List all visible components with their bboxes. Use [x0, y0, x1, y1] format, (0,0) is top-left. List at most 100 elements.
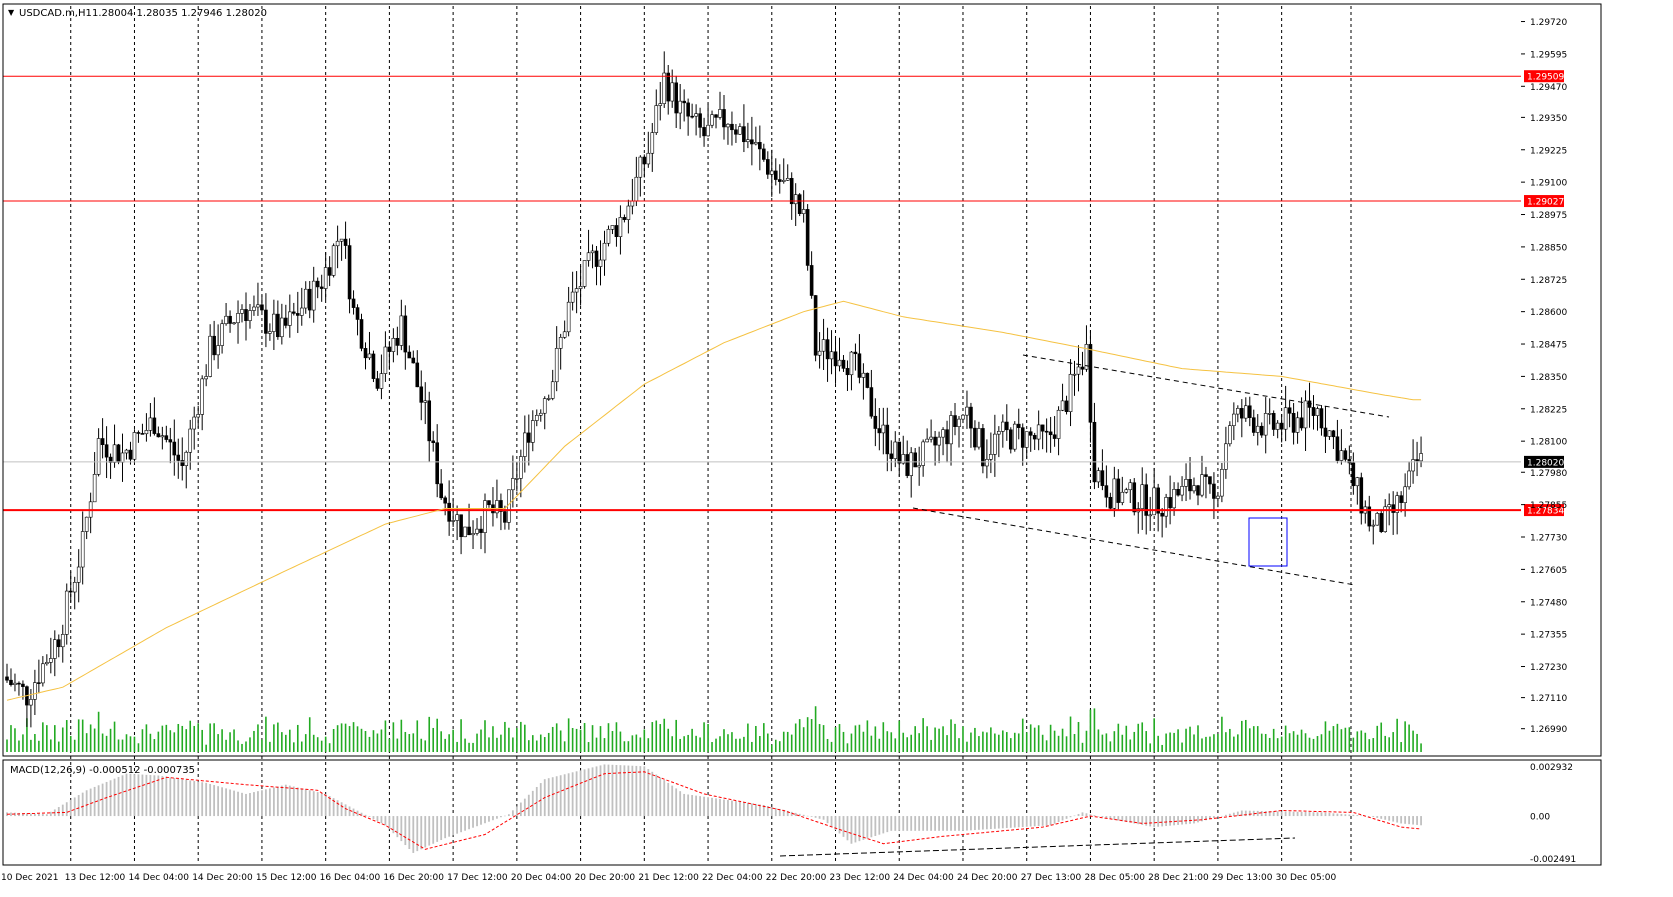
macd-bar — [1352, 814, 1355, 817]
volume-bar — [1256, 726, 1259, 752]
macd-bar — [754, 803, 757, 817]
macd-bar — [49, 811, 52, 817]
volume-bar — [416, 720, 419, 752]
time-tick-label: 16 Dec 04:00 — [320, 873, 381, 883]
volume-bar — [1356, 731, 1359, 752]
volume-bar — [818, 724, 821, 752]
bear-candle — [877, 428, 882, 434]
macd-panel-frame — [2, 759, 1602, 866]
volume-bar — [1033, 727, 1036, 752]
bear-candle — [1287, 407, 1292, 414]
candlesticks — [5, 51, 1423, 728]
collapse-triangle-icon[interactable]: ▼ — [8, 8, 15, 17]
macd-bar — [798, 813, 801, 817]
bear-candle — [809, 265, 814, 296]
current-price-label: 1.28020 — [1527, 458, 1564, 468]
bull-candle — [49, 658, 53, 663]
bear-candle — [1208, 476, 1212, 485]
price-tick-label: 1.27110 — [1530, 694, 1567, 704]
macd-bar — [117, 776, 120, 817]
macd-bar — [1256, 810, 1259, 817]
volume-bar — [468, 742, 470, 752]
bull-candle — [383, 346, 388, 374]
bull-candle — [706, 124, 710, 137]
bull-candle — [41, 663, 45, 684]
volume-bar — [551, 726, 554, 752]
bear-candle — [1196, 485, 1200, 496]
macd-bar — [1260, 810, 1263, 817]
volume-bar — [1352, 737, 1355, 752]
bull-candle — [829, 351, 834, 360]
volume-bar — [1312, 738, 1315, 752]
bull-candle — [60, 634, 65, 648]
bear-candle — [1188, 479, 1192, 492]
volume-bar — [1109, 741, 1112, 752]
bull-candle — [801, 209, 806, 214]
bear-candle — [276, 313, 280, 338]
macd-bar — [121, 775, 124, 817]
bear-candle — [614, 225, 619, 237]
macd-bar — [707, 797, 709, 817]
bull-candle — [1140, 484, 1145, 509]
bear-candle — [1359, 477, 1364, 514]
volume-bar — [241, 743, 243, 752]
volume-bar — [1005, 732, 1008, 752]
volume-bar — [1069, 716, 1072, 752]
bull-candle — [451, 520, 455, 522]
bear-candle — [1016, 423, 1021, 428]
bear-candle — [180, 460, 185, 466]
volume-bar — [237, 740, 239, 752]
volume-bar — [942, 726, 944, 752]
bear-candle — [1064, 400, 1069, 412]
macd-bar — [1356, 815, 1359, 817]
volume-bar — [1105, 733, 1108, 752]
volume-bar — [914, 726, 916, 752]
bear-candle — [825, 339, 830, 360]
bear-candle — [869, 387, 874, 417]
macd-bar — [253, 792, 255, 817]
price-tick-label: 1.27980 — [1530, 469, 1567, 479]
macd-bar — [69, 799, 72, 817]
bull-candle — [1172, 488, 1176, 509]
macd-bar — [368, 816, 371, 817]
volume-bar — [500, 734, 502, 752]
volume-bar — [65, 720, 68, 752]
bull-candle — [781, 179, 786, 182]
volume-bar — [53, 725, 56, 752]
volume-bar — [332, 728, 335, 752]
bear-candle — [913, 452, 917, 468]
macd-bar — [735, 801, 737, 817]
volume-bar — [631, 735, 634, 752]
volume-bar — [137, 743, 140, 752]
bear-candle — [1271, 413, 1276, 430]
price-tick-label: 1.29470 — [1530, 83, 1567, 93]
macd-bar — [507, 814, 510, 817]
volume-bar — [149, 733, 152, 752]
bull-candle — [64, 590, 69, 635]
macd-bar — [723, 799, 725, 817]
macd-bar — [316, 792, 319, 817]
bear-candle — [264, 309, 268, 334]
price-tick-label: 1.27355 — [1530, 631, 1567, 641]
volume-bar — [520, 721, 522, 752]
volume-bar — [484, 720, 486, 752]
bear-candle — [1048, 431, 1053, 436]
macd-bar — [496, 816, 498, 819]
bear-candle — [865, 372, 870, 388]
volume-bar — [364, 731, 367, 752]
macd-bar — [1169, 816, 1172, 826]
macd-bar — [878, 816, 881, 835]
bull-candle — [1124, 489, 1129, 493]
bear-candle — [674, 82, 678, 114]
macd-bar — [559, 775, 562, 817]
volume-bar — [866, 720, 869, 752]
price-tick-label: 1.29350 — [1530, 114, 1567, 124]
volume-bar — [599, 726, 602, 752]
bull-candle — [463, 526, 467, 538]
bear-candle — [742, 126, 746, 143]
macd-bar — [743, 802, 745, 817]
bull-candle — [483, 500, 487, 533]
bull-candle — [917, 465, 921, 468]
macd-bar — [1209, 816, 1211, 820]
